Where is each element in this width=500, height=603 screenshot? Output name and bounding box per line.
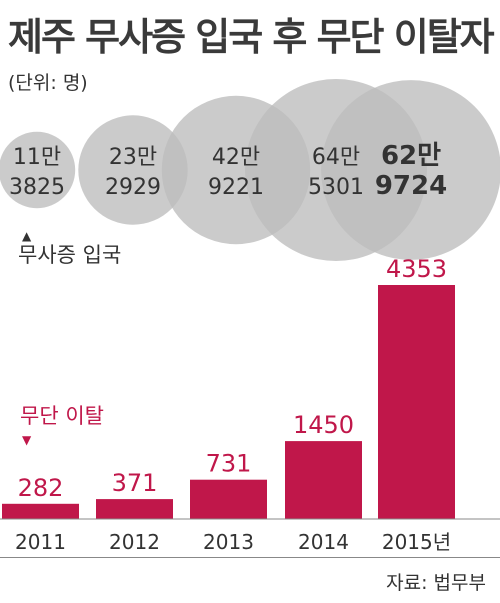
- entry-legend: ▲ 무사증 입국: [18, 229, 121, 267]
- exit-bar: [285, 441, 362, 519]
- exit-bar: [2, 503, 79, 519]
- entry-bubble-label: 11만: [13, 145, 61, 170]
- exit-bar-value: 282: [18, 474, 64, 502]
- entry-bubble: [78, 115, 188, 225]
- exit-bar-categories: 2011 2012 2013 2014 2015년: [15, 530, 451, 554]
- exit-bar: [190, 479, 267, 519]
- entry-bubble-label: 23만: [109, 145, 157, 170]
- entry-bubble-label: 62만: [381, 141, 441, 171]
- exit-bar: [96, 499, 173, 519]
- exit-bar-value: 371: [112, 469, 158, 497]
- exit-marker-icon: ▼: [22, 433, 32, 447]
- exit-legend: 무단 이탈 ▼: [20, 404, 104, 447]
- exit-bar-values: 282 371 731 1450 4353: [18, 255, 447, 502]
- exit-bar-category: 2014: [298, 530, 349, 554]
- entry-bubble-value: 3825: [9, 175, 65, 200]
- entry-bubbles: [0, 79, 500, 261]
- exit-bar-value: 731: [206, 450, 252, 478]
- chart-title: 제주 무사증 입국 후 무단 이탈자: [8, 15, 495, 59]
- footer-rule: [0, 557, 500, 558]
- entry-series-label: 무사증 입국: [18, 243, 121, 267]
- entry-bubble-label: 42만: [212, 145, 260, 170]
- source-note: 자료: 법무부: [386, 572, 486, 594]
- entry-bubble: [321, 80, 500, 260]
- entry-bubble: [0, 131, 76, 209]
- exit-bar-value: 4353: [386, 255, 447, 283]
- exit-bar: [378, 285, 455, 519]
- exit-bar-category: 2011: [15, 530, 66, 554]
- exit-bar-value: 1450: [293, 411, 354, 439]
- entry-bubble-value: 2929: [105, 175, 161, 200]
- entry-bubble-value: 5301: [308, 175, 364, 200]
- entry-bubble-value: 9724: [375, 171, 447, 201]
- exit-bar-category: 2013: [203, 530, 254, 554]
- entry-bubble-value: 9221: [208, 175, 264, 200]
- entry-marker-icon: ▲: [22, 229, 32, 243]
- exit-bar-category: 2015년: [382, 530, 451, 554]
- unit-label: (단위: 명): [8, 72, 88, 94]
- exit-bar-category: 2012: [109, 530, 160, 554]
- entry-bubble-label: 64만: [312, 145, 360, 170]
- exit-series-label: 무단 이탈: [20, 404, 104, 428]
- exit-bars: [2, 285, 455, 519]
